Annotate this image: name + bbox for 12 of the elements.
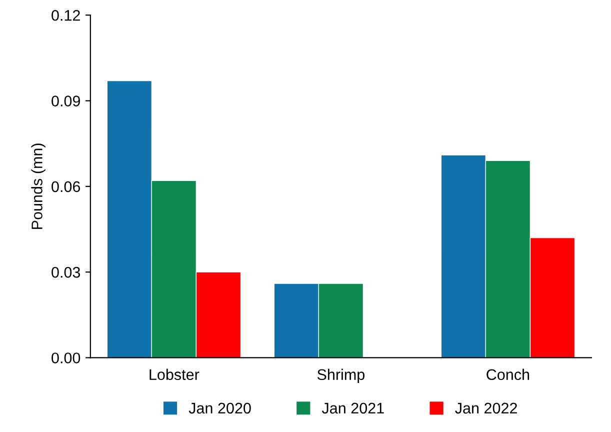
y-tick-label: 0.09	[52, 96, 80, 106]
legend-label: Jan 2022	[455, 402, 517, 414]
x-tick-label: Shrimp	[317, 368, 364, 384]
x-tick-label: Conch	[486, 368, 530, 380]
y-tick-label: 0.00	[52, 352, 80, 364]
x-tick-label: Lobster	[150, 368, 200, 380]
y-tick-label: 0.06	[52, 181, 80, 192]
y-axis-title: Pounds (mn)	[31, 144, 46, 229]
legend-label: Jan 2020	[188, 402, 251, 414]
y-tick-label: 0.03	[52, 266, 80, 278]
y-tick-label: 0.12	[52, 10, 80, 21]
legend-label: Jan 2021	[322, 402, 384, 414]
